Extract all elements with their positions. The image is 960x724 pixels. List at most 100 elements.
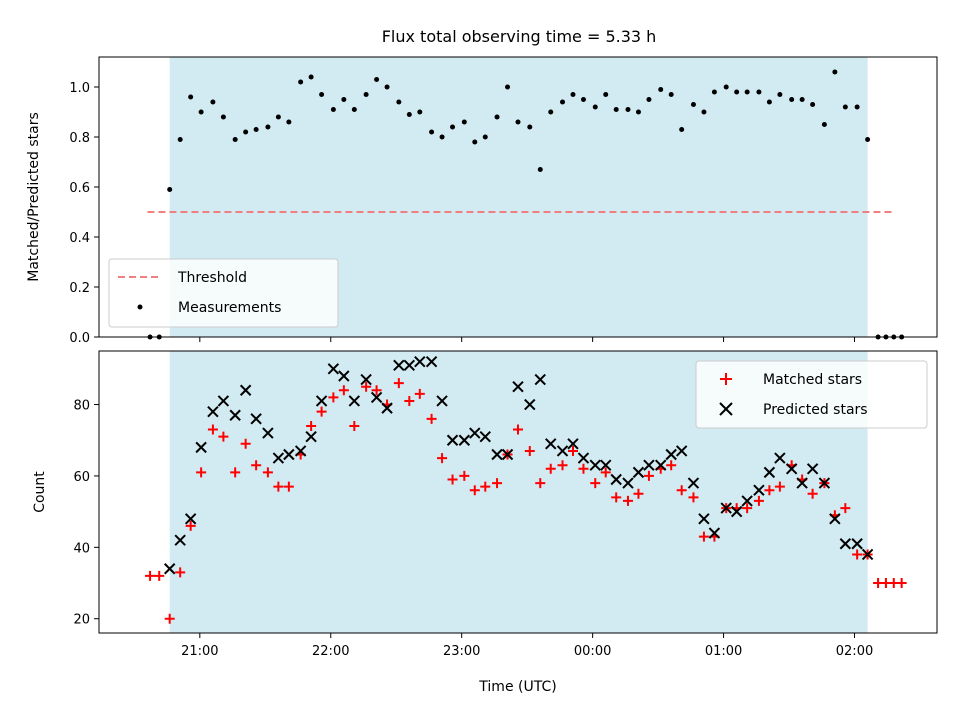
predicted-star-point [785,463,798,475]
matched-star-point [753,495,764,506]
measurement-point [275,114,281,120]
matched-star-point [600,467,611,478]
matched-star-point [262,467,273,478]
predicted-star-point [839,538,852,550]
count-y-tick-label: 80 [73,399,90,414]
matched-star-point [349,420,360,431]
matched-star-point [328,392,339,403]
predicted-star-point [556,445,569,457]
count-legend-box [695,360,928,429]
measurement-point [384,84,390,90]
predicted-star-point [217,395,230,407]
predicted-star-point [436,395,448,407]
matched-star-point [742,503,753,514]
matched-star-point [338,385,349,396]
matched-star-point [578,463,589,474]
chart-title: Flux total observing time = 5.33 h [382,27,657,46]
measurement-point [210,99,216,105]
matched-star-point [764,485,775,496]
measurement-point [854,104,860,110]
matched-star-point [283,481,294,492]
matched-star-point [852,549,863,560]
measurement-point [351,107,357,112]
measurement-point [679,127,685,132]
measurement-point [570,92,576,97]
measurement-point [177,137,183,142]
measurement-point [537,167,543,172]
measurement-point [286,119,292,125]
measurement-point [613,107,619,112]
matched-star-point [480,481,491,492]
measurement-point [635,109,641,115]
matched-star-point [273,481,284,492]
predicted-star-point [806,463,819,475]
measurement-point [810,102,816,107]
matched-star-point [633,488,644,499]
matched-star-point [774,481,785,492]
predicted-star-point [348,395,361,407]
predicted-star-point [730,505,743,518]
predicted-star-point [545,438,557,450]
x-tick-label: 22:00 [312,644,349,659]
matched-star-point [230,467,241,478]
matched-star-point [207,424,218,435]
x-tick-label: 21:00 [181,644,218,659]
ratio-y-tick-label: 0.2 [69,281,90,296]
predicted-star-point [708,527,721,539]
measurement-point [374,77,380,82]
matched-star-point [371,385,382,396]
measurement-point [265,124,271,130]
matched-stars-points [145,378,907,624]
matched-star-point [437,453,448,464]
predicted-star-point [796,477,808,489]
matched-star-point [306,420,317,431]
predicted-star-point [622,477,634,489]
measurement-point [548,109,554,115]
predicted-star-point [687,477,700,489]
matched-star-point [840,503,851,514]
ratio-axes-frame [98,56,938,338]
matched-star-point [567,445,578,456]
measurement-point [789,97,795,102]
matched-star-point [185,520,196,531]
matched-star-point [426,413,437,424]
predicted-star-point [381,402,393,414]
predicted-star-point [239,384,252,396]
predicted-star-point [753,484,765,496]
predicted-star-point [512,380,524,393]
measurement-point [298,79,304,85]
measurement-point [756,89,762,95]
matched-star-point [666,460,677,471]
predicted-star-point [250,413,262,425]
matched-star-point [535,478,546,489]
ratio-y-tick-label: 0.0 [69,331,90,346]
measurement-point [560,99,566,105]
measurement-point [668,92,674,97]
predicted-star-point [861,548,874,561]
measurement-point [319,92,325,97]
measurement-point [701,109,707,115]
matched-star-point [414,388,425,399]
measurement-point [188,94,194,100]
ratio-y-ticks: 0.0 0.2 0.4 0.6 0.8 1.0 [69,81,99,346]
predicted-star-point [632,466,645,479]
predicted-star-point [675,445,688,457]
measurement-point [580,97,586,102]
predicted-star-point [524,398,536,411]
ratio-y-tick-label: 0.4 [69,231,90,246]
predicted-star-point [763,466,776,479]
measurement-point [865,137,871,142]
predicted-star-point [829,513,841,525]
measurement-point [821,122,827,127]
predicted-star-point [195,441,207,454]
measurement-point [406,112,412,117]
matched-star-point [590,478,601,489]
x-tick-label: 23:00 [443,644,480,659]
matched-star-point [469,485,480,496]
predicted-star-point [315,395,328,407]
predicted-star-point [501,448,514,461]
measurement-point [723,84,729,90]
x-tick-label: 01:00 [705,644,742,659]
matched-star-point [807,488,818,499]
